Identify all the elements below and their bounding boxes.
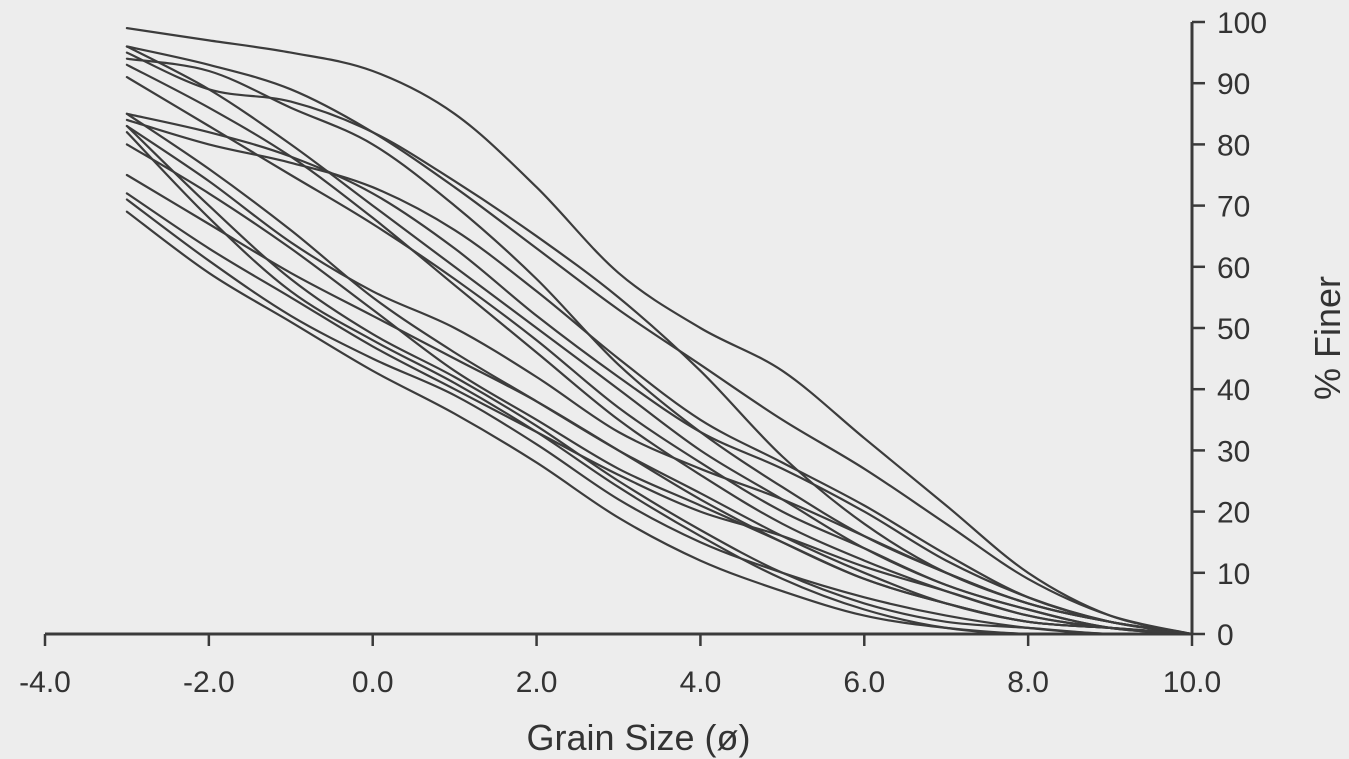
series-line-17 xyxy=(125,198,1194,636)
y-tick-label: 60 xyxy=(1217,252,1250,285)
series-line-6 xyxy=(125,63,1194,636)
x-axis-ticks: -4.0 -2.0 0.0 2.0 4.0 6.0 8.0 10.0 xyxy=(19,634,1221,699)
series-line-8 xyxy=(125,112,1194,636)
series-line-16 xyxy=(125,192,1194,636)
x-tick-label: 10.0 xyxy=(1163,666,1221,699)
x-tick-label: 4.0 xyxy=(680,666,722,699)
series-line-7 xyxy=(125,76,1194,636)
y-tick-label: 100 xyxy=(1217,7,1267,40)
series-line-15 xyxy=(125,173,1194,636)
y-tick-label: 20 xyxy=(1217,497,1250,530)
x-tick-label: 6.0 xyxy=(843,666,885,699)
series-line-3 xyxy=(125,51,1194,636)
series-line-10 xyxy=(125,124,1194,636)
x-tick-label: -4.0 xyxy=(19,666,71,699)
y-tick-label: 30 xyxy=(1217,435,1250,468)
series-line-5 xyxy=(125,45,1194,636)
x-tick-label: 8.0 xyxy=(1007,666,1049,699)
series-line-14 xyxy=(125,143,1194,636)
y-axis-ticks: 0 10 20 30 40 50 60 70 80 90 100 xyxy=(1192,7,1267,652)
y-axis-title: % Finer xyxy=(1307,276,1348,400)
series-line-12 xyxy=(125,124,1194,636)
y-tick-label: 70 xyxy=(1217,191,1250,224)
y-tick-label: 0 xyxy=(1217,619,1234,652)
series-line-2 xyxy=(125,45,1194,636)
y-tick-label: 50 xyxy=(1217,313,1250,346)
series-line-11 xyxy=(125,112,1194,636)
y-tick-label: 90 xyxy=(1217,68,1250,101)
y-tick-label: 80 xyxy=(1217,129,1250,162)
series-line-13 xyxy=(125,131,1194,636)
series-group xyxy=(125,27,1194,636)
series-line-1 xyxy=(125,27,1194,636)
x-axis-title: Grain Size (ø) xyxy=(526,717,750,758)
x-tick-label: 2.0 xyxy=(516,666,558,699)
y-tick-label: 40 xyxy=(1217,374,1250,407)
x-tick-label: -2.0 xyxy=(183,666,235,699)
series-line-9 xyxy=(125,118,1194,636)
y-tick-label: 10 xyxy=(1217,558,1250,591)
series-line-4 xyxy=(125,57,1194,636)
x-tick-label: 0.0 xyxy=(352,666,394,699)
